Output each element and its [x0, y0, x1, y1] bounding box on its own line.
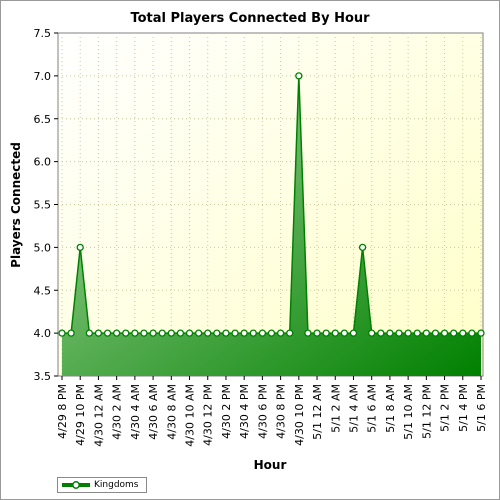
data-point: [213, 329, 221, 337]
y-tick-label: 5.5: [34, 199, 52, 212]
legend-label: Kingdoms: [94, 480, 139, 490]
data-point: [231, 329, 239, 337]
data-point: [103, 329, 112, 337]
x-tick-label: 4/30 10 PM: [293, 384, 306, 446]
y-tick-label: 6.0: [34, 156, 52, 169]
data-point: [94, 329, 103, 337]
data-point: [185, 329, 194, 337]
y-tick-label: 4.0: [34, 327, 52, 340]
data-point: [450, 329, 458, 337]
x-tick-label: 4/30 8 PM: [275, 384, 288, 439]
series-area-kingdoms: [62, 75, 481, 376]
x-tick-label: 5/1 8 AM: [384, 384, 397, 433]
data-point: [140, 329, 148, 337]
data-point: [395, 329, 403, 337]
data-point: [122, 329, 130, 337]
data-point: [322, 329, 330, 337]
x-axis-ticks: 4/29 8 PM 4/29 10 PM 4/30 12 AM 4/30 2 AM 4/…: [56, 376, 488, 447]
y-axis-ticks: 3.5 4.0 4.5 5.0 5.5 6.0 6.5 7.0 7.5: [34, 27, 58, 383]
data-point: [313, 329, 321, 337]
x-tick-label: 5/1 2 PM: [439, 384, 452, 432]
data-point: [413, 329, 421, 337]
x-tick-label: 5/1 4 AM: [347, 384, 360, 433]
data-point: [85, 329, 93, 337]
chart-title: Total Players Connected By Hour: [130, 11, 370, 26]
legend: Kingdoms: [57, 477, 147, 493]
x-tick-label: 5/1 6 PM: [475, 384, 488, 432]
data-point: [176, 329, 185, 337]
y-axis-title: Players Connected: [9, 142, 23, 268]
x-tick-label: 4/30 6 AM: [147, 384, 160, 440]
data-point: [377, 329, 385, 337]
data-point: [258, 329, 267, 337]
data-point: [131, 329, 139, 337]
x-tick-label: 5/1 6 AM: [366, 384, 379, 433]
x-tick-label: 4/30 12 AM: [92, 384, 105, 447]
data-point: [194, 329, 203, 337]
data-point: [459, 329, 467, 337]
data-point: [468, 329, 476, 337]
data-point: [276, 329, 285, 337]
x-tick-label: 4/29 8 PM: [56, 384, 69, 439]
data-point: [204, 329, 212, 337]
x-tick-label: 4/30 10 AM: [184, 384, 197, 447]
data-point: [386, 329, 394, 337]
data-point: [286, 329, 294, 337]
data-point: [349, 329, 358, 337]
x-tick-label: 4/29 10 PM: [74, 384, 87, 446]
x-tick-label: 4/30 4 AM: [129, 384, 142, 440]
x-tick-label: 4/30 2 PM: [220, 384, 233, 439]
data-points: [58, 72, 485, 337]
y-tick-label: 4.5: [34, 284, 52, 297]
x-tick-label: 4/30 6 PM: [256, 384, 269, 439]
data-point: [331, 329, 339, 337]
data-point: [431, 329, 440, 337]
data-point: [440, 329, 449, 337]
data-point: [167, 329, 175, 337]
data-point: [149, 329, 157, 337]
x-tick-label: 4/30 12 PM: [202, 384, 215, 446]
data-point: [340, 329, 349, 337]
x-tick-label: 5/1 12 AM: [311, 384, 324, 440]
x-tick-label: 4/30 8 AM: [165, 384, 178, 440]
x-tick-label: 5/1 2 AM: [329, 384, 342, 433]
data-point: [477, 329, 485, 337]
data-point: [358, 243, 367, 252]
data-point: [249, 329, 257, 337]
data-point: [368, 329, 376, 337]
legend-swatch: [62, 481, 90, 489]
data-point: [422, 329, 430, 337]
data-point: [240, 329, 248, 337]
data-point: [267, 329, 276, 337]
data-point: [222, 329, 230, 337]
y-tick-label: 3.5: [34, 370, 52, 383]
data-point: [404, 329, 412, 337]
y-tick-label: 6.5: [34, 113, 52, 126]
x-axis-title: Hour: [254, 458, 287, 472]
data-point: [113, 329, 121, 337]
data-point: [304, 329, 312, 337]
x-tick-label: 5/1 12 PM: [420, 384, 433, 439]
data-point: [295, 72, 303, 80]
data-point: [58, 329, 66, 337]
data-point: [76, 243, 84, 252]
x-tick-label: 5/1 10 AM: [402, 384, 415, 440]
y-tick-label: 7.0: [34, 70, 52, 83]
data-point: [158, 329, 166, 337]
x-tick-label: 5/1 4 PM: [457, 384, 470, 432]
x-tick-label: 4/30 2 AM: [111, 384, 124, 440]
x-tick-label: 4/30 4 PM: [238, 384, 251, 439]
y-tick-label: 5.0: [34, 241, 52, 254]
data-point: [67, 329, 75, 337]
y-tick-label: 7.5: [34, 27, 52, 40]
